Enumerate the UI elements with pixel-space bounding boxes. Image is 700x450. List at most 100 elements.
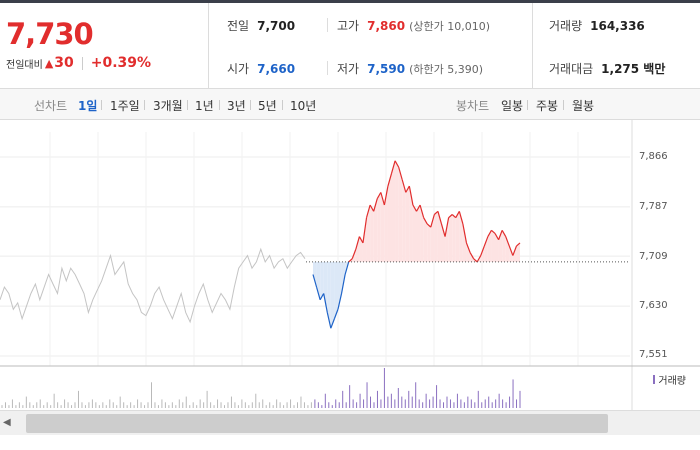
price-segment-up: [355, 236, 360, 250]
area-above-reference: [434, 211, 438, 262]
prev-close-value: 7,700: [257, 19, 296, 33]
top-border: [0, 0, 700, 3]
tab-10-years[interactable]: 10년: [290, 99, 317, 113]
change-label: 전일대비: [6, 59, 43, 71]
price-segment-up: [437, 211, 443, 225]
price-segment-up: [501, 229, 507, 237]
prev-close-label: 전일: [227, 19, 250, 33]
area-above-reference: [466, 242, 471, 262]
price-segment-up: [440, 223, 446, 237]
area-above-reference: [459, 211, 463, 262]
area-above-reference: [412, 205, 417, 262]
area-above-reference: [452, 214, 456, 262]
price-segment-up: [430, 214, 435, 228]
volume-legend-swatch: [653, 375, 656, 384]
price-segment-up: [390, 160, 396, 174]
area-above-reference: [448, 214, 453, 262]
price-segment-up: [387, 173, 393, 187]
column-divider: [532, 3, 533, 89]
area-above-reference: [420, 205, 424, 262]
area-above-reference: [409, 186, 413, 262]
tab-divider: [187, 100, 188, 110]
price-segment-down: [326, 312, 332, 329]
trade-value-cell: 거래대금 1,275 백만: [549, 60, 665, 77]
price-segment-up: [365, 204, 371, 218]
tab-3-months[interactable]: 3개월: [153, 99, 183, 113]
area-above-reference: [384, 186, 388, 262]
tab-5-years[interactable]: 5년: [258, 99, 277, 113]
low-value: 7,590: [367, 62, 406, 76]
tab-monthly-candle[interactable]: 월봉: [572, 99, 595, 113]
current-price: 7,730: [6, 17, 94, 51]
column-divider: [208, 3, 209, 89]
area-above-reference: [430, 214, 435, 262]
price-segment-up: [394, 160, 400, 168]
price-segment-up: [426, 223, 432, 228]
change-row: 전일대비 ▲ 30 +0.39%: [6, 55, 151, 71]
tab-1-day[interactable]: 1일: [78, 99, 98, 113]
price-chart-svg: [0, 120, 700, 410]
price-segment-up: [405, 185, 410, 193]
tab-1-year[interactable]: 1년: [195, 99, 214, 113]
triangle-left-icon[interactable]: ◀: [3, 417, 11, 428]
tab-3-years[interactable]: 3년: [227, 99, 246, 113]
price-chart[interactable]: 7,866 7,787 7,709 7,630 7,551 거래량: [0, 120, 700, 410]
price-segment-up: [433, 210, 439, 215]
price-segment-up: [448, 214, 453, 219]
price-segment-down: [312, 274, 318, 288]
price-segment-up: [494, 233, 500, 241]
cell-divider: [327, 61, 328, 75]
upper-limit: (상한가 10,010): [409, 20, 490, 33]
area-above-reference: [416, 205, 421, 262]
price-segment-up: [455, 211, 460, 218]
high-label: 고가: [337, 19, 360, 33]
price-segment-up: [398, 166, 403, 180]
change-divider: [81, 56, 83, 70]
quote-panel: 7,730 전일대비 ▲ 30 +0.39%: [0, 3, 700, 89]
price-segment-up: [483, 236, 489, 247]
price-segment-up: [451, 214, 457, 219]
area-above-reference: [380, 192, 385, 262]
price-segment-up: [380, 192, 385, 206]
area-above-reference: [377, 192, 381, 262]
price-segment-up: [480, 245, 485, 256]
price-segment-down: [340, 274, 346, 294]
tab-divider: [250, 100, 251, 110]
price-segment-up: [408, 185, 414, 206]
area-above-reference: [462, 223, 467, 262]
area-above-reference: [487, 230, 492, 262]
price-segment-up: [476, 255, 482, 263]
candle-chart-title: 봉차트: [456, 99, 490, 113]
y-tick-label: 7,551: [639, 349, 668, 360]
tab-daily-candle[interactable]: 일봉: [501, 99, 524, 113]
price-segment-down: [315, 286, 321, 300]
price-segment-up: [491, 229, 496, 234]
tab-divider: [527, 100, 528, 110]
open-value: 7,660: [257, 62, 296, 76]
lower-limit: (하한가 5,390): [409, 63, 483, 76]
area-above-reference: [395, 160, 399, 262]
chart-scrollbar[interactable]: ◀: [0, 410, 700, 435]
high-cell: 고가 7,860 (상한가 10,010): [337, 17, 490, 34]
tab-divider: [563, 100, 564, 110]
price-segment-up: [423, 217, 428, 225]
y-tick-label: 7,866: [639, 151, 668, 162]
price-segment-up: [498, 230, 503, 240]
tab-weekly-candle[interactable]: 주봉: [536, 99, 559, 113]
scrollbar-thumb[interactable]: [26, 414, 608, 433]
price-segment-down: [330, 318, 335, 329]
price-segment-up: [512, 245, 517, 256]
area-above-reference: [402, 179, 406, 262]
price-segment-down: [323, 293, 328, 313]
area-above-reference: [359, 236, 363, 262]
price-segment-down: [319, 293, 325, 301]
price-segment-up: [383, 185, 389, 206]
volume-legend: 거래량: [653, 372, 686, 387]
area-above-reference: [427, 223, 431, 262]
area-above-reference: [516, 242, 520, 262]
tab-divider: [282, 100, 283, 110]
chart-tab-bar: 선차트 1일 1주일 3개월 1년 3년 5년 10년 봉차트 일봉 주봉 월봉: [0, 89, 700, 120]
price-segment-up: [508, 245, 514, 256]
area-above-reference: [484, 236, 488, 262]
tab-1-week[interactable]: 1주일: [110, 99, 140, 113]
